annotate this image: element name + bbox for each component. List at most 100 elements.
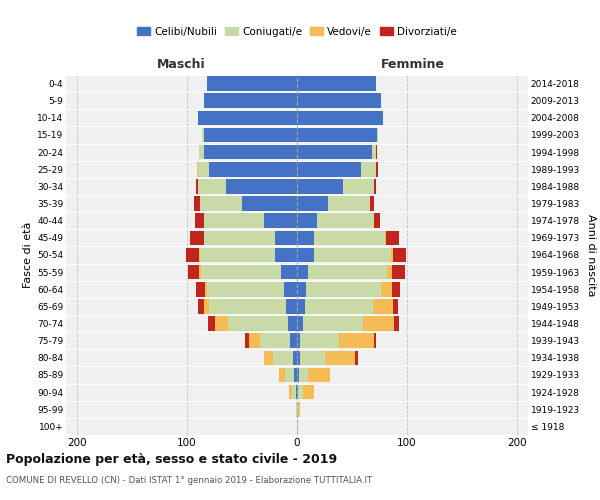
Bar	[299, 368, 308, 382]
Bar	[392, 248, 406, 262]
Text: COMUNE DI REVELLO (CN) - Dati ISTAT 1° gennaio 2019 - Elaborazione TUTTITALIA.IT: COMUNE DI REVELLO (CN) - Dati ISTAT 1° g…	[6, 476, 372, 485]
Y-axis label: Anni di nascita: Anni di nascita	[586, 214, 596, 296]
Bar	[314, 230, 385, 245]
Bar	[292, 385, 296, 400]
Bar	[297, 368, 299, 382]
Bar	[264, 214, 297, 228]
Bar	[203, 128, 297, 142]
Bar	[317, 214, 374, 228]
Bar	[198, 179, 226, 194]
Bar	[264, 350, 273, 365]
Bar	[297, 265, 308, 280]
Bar	[297, 402, 298, 416]
Bar	[199, 248, 200, 262]
Bar	[370, 196, 374, 211]
Bar	[260, 334, 290, 348]
Bar	[226, 179, 297, 194]
Bar	[297, 248, 314, 262]
Bar	[297, 196, 328, 211]
Bar	[190, 230, 203, 245]
Bar	[209, 299, 286, 314]
Bar	[200, 248, 275, 262]
Bar	[374, 214, 380, 228]
Bar	[297, 128, 377, 142]
Bar	[228, 316, 288, 331]
Bar	[328, 196, 370, 211]
Bar	[293, 350, 297, 365]
Bar	[297, 179, 343, 194]
Bar	[275, 230, 297, 245]
Bar	[209, 162, 297, 176]
Bar	[198, 162, 209, 176]
Bar	[386, 230, 400, 245]
Bar	[361, 162, 376, 176]
Bar	[297, 214, 317, 228]
Text: Femmine: Femmine	[380, 58, 445, 71]
Bar	[198, 110, 297, 125]
Bar	[207, 76, 297, 91]
Text: Maschi: Maschi	[157, 58, 206, 71]
Bar	[297, 350, 301, 365]
Bar	[363, 316, 394, 331]
Bar	[203, 230, 275, 245]
Bar	[392, 299, 398, 314]
Bar	[339, 334, 374, 348]
Bar	[302, 385, 314, 400]
Bar	[200, 196, 242, 211]
Bar	[391, 248, 392, 262]
Bar	[297, 94, 380, 108]
Bar	[194, 214, 203, 228]
Bar	[376, 145, 377, 160]
Bar	[301, 334, 339, 348]
Bar	[392, 265, 405, 280]
Bar	[215, 316, 228, 331]
Bar	[196, 179, 198, 194]
Bar	[203, 214, 264, 228]
Bar	[373, 299, 392, 314]
Bar	[284, 282, 297, 296]
Bar	[280, 368, 285, 382]
Bar	[288, 316, 297, 331]
Bar	[297, 162, 361, 176]
Bar	[242, 196, 297, 211]
Bar	[203, 299, 209, 314]
Bar	[196, 282, 205, 296]
Bar	[275, 248, 297, 262]
Bar	[285, 368, 294, 382]
Bar	[208, 316, 215, 331]
Bar	[302, 316, 363, 331]
Bar	[186, 248, 199, 262]
Bar	[273, 350, 293, 365]
Bar	[296, 402, 297, 416]
Bar	[290, 334, 297, 348]
Bar	[301, 350, 325, 365]
Bar	[376, 162, 379, 176]
Bar	[296, 385, 297, 400]
Bar	[394, 316, 400, 331]
Bar	[203, 94, 297, 108]
Bar	[380, 282, 392, 296]
Bar	[188, 265, 199, 280]
Bar	[197, 162, 198, 176]
Bar	[355, 350, 358, 365]
Bar	[385, 230, 386, 245]
Bar	[308, 265, 387, 280]
Bar	[343, 179, 374, 194]
Bar	[289, 385, 292, 400]
Bar	[387, 265, 392, 280]
Bar	[297, 334, 301, 348]
Bar	[392, 282, 400, 296]
Bar	[297, 299, 305, 314]
Bar	[297, 76, 376, 91]
Bar	[281, 265, 297, 280]
Bar	[194, 196, 200, 211]
Bar	[199, 145, 203, 160]
Bar	[203, 145, 297, 160]
Bar	[297, 145, 372, 160]
Bar	[372, 145, 376, 160]
Bar	[298, 385, 302, 400]
Bar	[298, 402, 301, 416]
Bar	[374, 179, 376, 194]
Bar	[297, 385, 298, 400]
Legend: Celibi/Nubili, Coniugati/e, Vedovi/e, Divorziati/e: Celibi/Nubili, Coniugati/e, Vedovi/e, Di…	[133, 22, 461, 41]
